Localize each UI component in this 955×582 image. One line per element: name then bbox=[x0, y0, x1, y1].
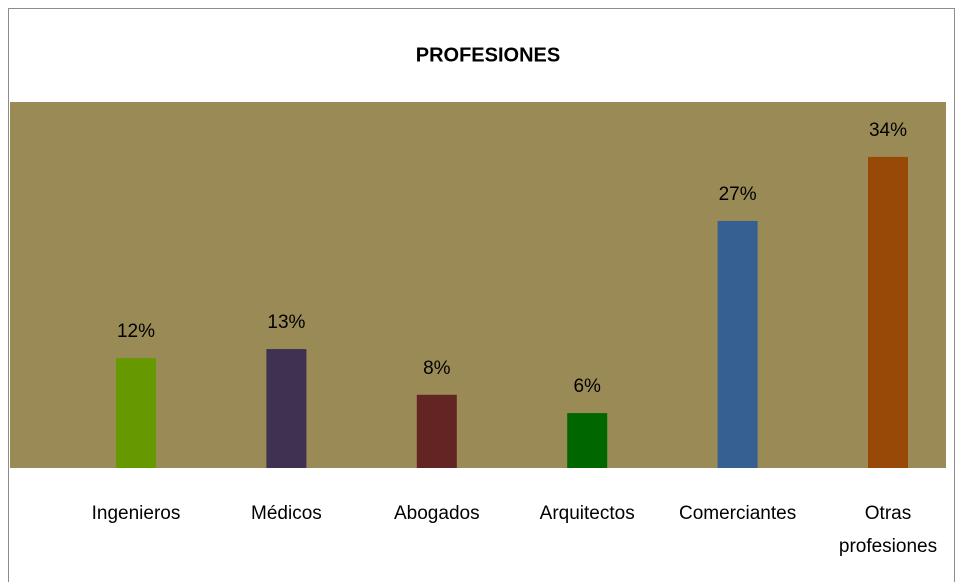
x-tick-label: Comerciantes bbox=[679, 503, 796, 524]
x-tick-label: Ingenieros bbox=[92, 503, 181, 524]
value-label: 12% bbox=[117, 321, 155, 342]
chart-title: PROFESIONES bbox=[416, 44, 560, 66]
x-tick-label: Abogados bbox=[394, 503, 480, 524]
bar bbox=[717, 220, 758, 468]
value-label: 27% bbox=[719, 184, 757, 205]
x-tick-label: Médicos bbox=[251, 503, 322, 524]
bar bbox=[567, 413, 608, 468]
bar bbox=[266, 349, 307, 468]
bar bbox=[868, 156, 908, 468]
bar bbox=[116, 358, 156, 468]
x-tick-label: Otras profesiones bbox=[839, 503, 937, 557]
plot-area bbox=[10, 102, 946, 468]
value-label: 8% bbox=[423, 358, 451, 379]
value-label: 34% bbox=[869, 120, 907, 141]
value-label: 6% bbox=[573, 376, 601, 397]
value-label: 13% bbox=[267, 312, 305, 333]
x-tick-label: Arquitectos bbox=[540, 503, 635, 524]
bar bbox=[416, 394, 457, 468]
